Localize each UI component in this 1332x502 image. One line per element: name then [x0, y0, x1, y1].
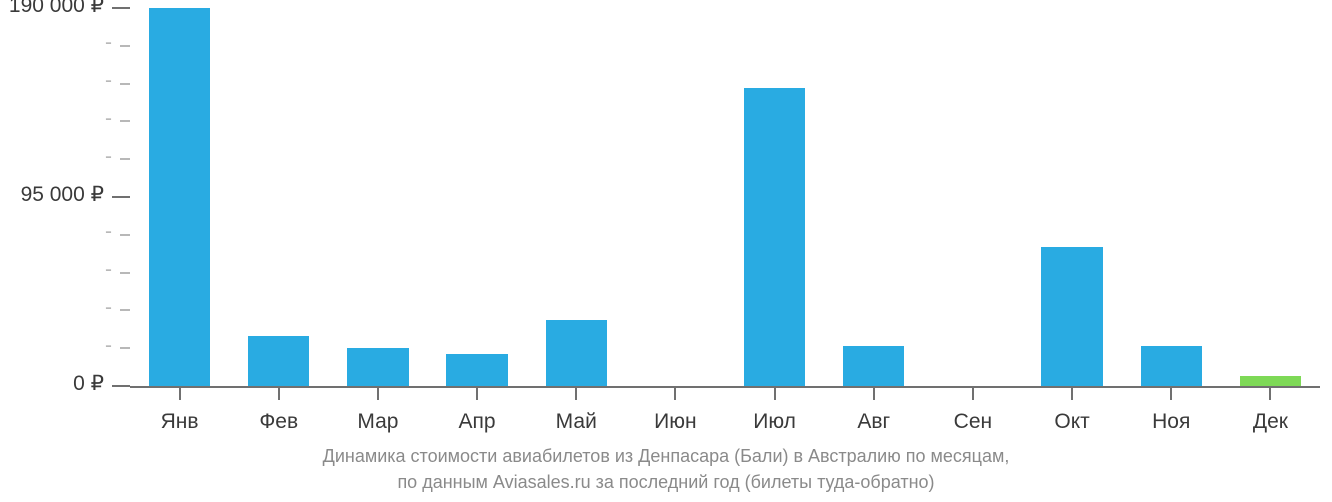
x-tick-label: Июл [725, 410, 824, 434]
bar [149, 8, 210, 386]
bar [843, 346, 904, 386]
x-axis-baseline [130, 386, 1320, 388]
x-tick [1170, 386, 1172, 400]
x-tick [674, 386, 676, 400]
x-tick [1269, 386, 1271, 400]
plot-area [130, 8, 1320, 386]
bar [546, 320, 607, 386]
x-tick-label: Дек [1221, 410, 1320, 434]
y-tick-label: 0 ₽ [0, 371, 104, 396]
y-minor-tick [120, 83, 130, 85]
y-tick-label: 95 000 ₽ [0, 182, 104, 207]
y-minor-label: - [0, 145, 112, 169]
x-tick-label: Янв [130, 410, 229, 434]
y-minor-label: - [0, 258, 112, 282]
chart-caption-line2: по данным Aviasales.ru за последний год … [0, 472, 1332, 493]
x-tick [476, 386, 478, 400]
y-minor-tick [120, 309, 130, 311]
x-tick-label: Мар [328, 410, 427, 434]
y-minor-label: - [0, 107, 112, 131]
y-minor-label: - [0, 220, 112, 244]
x-tick [179, 386, 181, 400]
x-tick [377, 386, 379, 400]
bar [744, 88, 805, 386]
x-tick [774, 386, 776, 400]
price-by-month-chart: Динамика стоимости авиабилетов из Денпас… [0, 0, 1332, 502]
x-tick-label: Фев [229, 410, 328, 434]
y-major-tick [112, 196, 130, 198]
y-minor-tick [120, 272, 130, 274]
x-tick [1071, 386, 1073, 400]
y-major-tick [112, 385, 130, 387]
bar [347, 348, 408, 386]
y-minor-label: - [0, 31, 112, 55]
x-tick-label: Июн [626, 410, 725, 434]
x-tick-label: Авг [824, 410, 923, 434]
x-tick-label: Апр [428, 410, 527, 434]
y-minor-tick [120, 120, 130, 122]
x-tick [575, 386, 577, 400]
x-tick-label: Окт [1023, 410, 1122, 434]
bar [1240, 376, 1301, 386]
bar [1141, 346, 1202, 386]
y-tick-label: 190 000 ₽ [0, 0, 104, 18]
x-tick-label: Май [527, 410, 626, 434]
bar [446, 354, 507, 386]
chart-caption-line1: Динамика стоимости авиабилетов из Денпас… [0, 446, 1332, 467]
y-minor-tick [120, 45, 130, 47]
y-minor-tick [120, 158, 130, 160]
x-tick-label: Ноя [1122, 410, 1221, 434]
x-tick [278, 386, 280, 400]
y-minor-tick [120, 347, 130, 349]
bar [1041, 247, 1102, 386]
y-minor-label: - [0, 334, 112, 358]
x-tick [972, 386, 974, 400]
y-minor-label: - [0, 69, 112, 93]
y-major-tick [112, 7, 130, 9]
x-tick [873, 386, 875, 400]
bar [248, 336, 309, 386]
y-minor-label: - [0, 296, 112, 320]
x-tick-label: Сен [923, 410, 1022, 434]
y-minor-tick [120, 234, 130, 236]
